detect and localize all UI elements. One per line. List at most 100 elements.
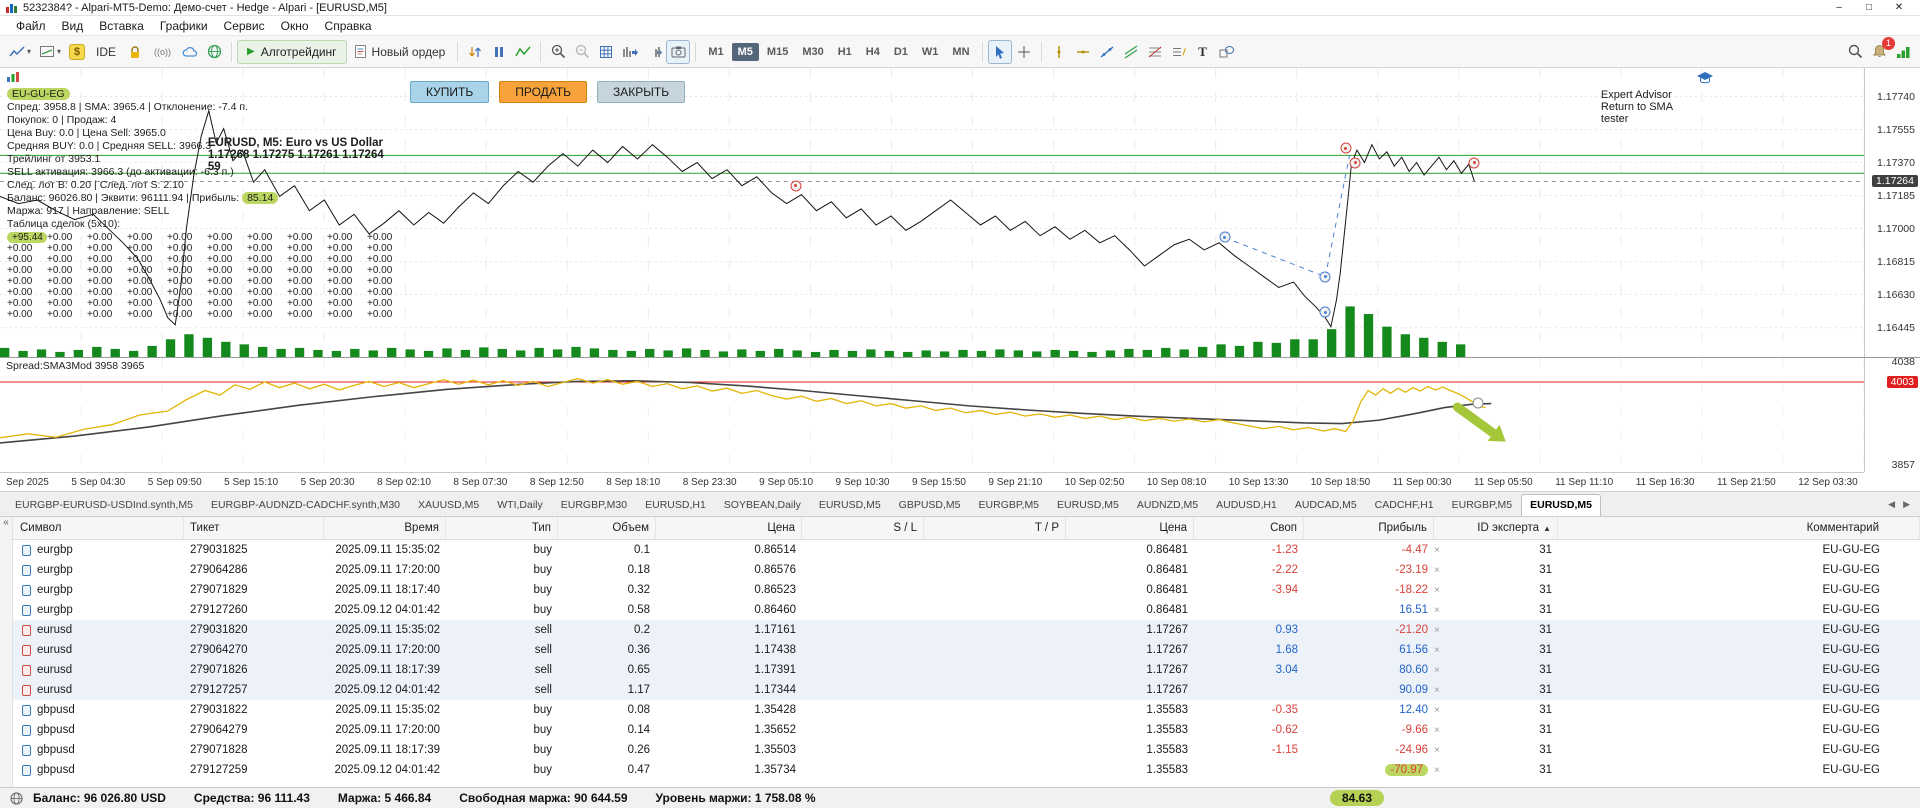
chart-tab-6[interactable]: SOYBEAN,Daily xyxy=(723,499,801,511)
column-header-14[interactable]: Комментарий xyxy=(1558,517,1920,539)
objects-list-tool[interactable] xyxy=(1167,40,1191,64)
close-position-icon[interactable]: × xyxy=(1434,544,1440,556)
column-header-7[interactable]: S / L xyxy=(802,517,924,539)
chart-tab-11[interactable]: AUDNZD,M5 xyxy=(1136,499,1199,511)
column-header-3[interactable]: Время xyxy=(324,517,446,539)
timeframe-h4[interactable]: H4 xyxy=(865,45,880,58)
buy-button[interactable]: КУПИТЬ xyxy=(410,81,490,103)
indicator-scale[interactable]: 4038 3857 4003 xyxy=(1864,356,1920,472)
close-position-icon[interactable]: × xyxy=(1434,584,1440,596)
trendline-tool[interactable] xyxy=(1095,40,1119,64)
tab-scroll-right-icon[interactable]: ▶ xyxy=(1903,499,1910,509)
chart-tab-10[interactable]: EURUSD,M5 xyxy=(1057,499,1119,511)
chart-shift-button[interactable] xyxy=(642,40,666,64)
price-scale[interactable]: 1.17740 1.17555 1.17370 1.17185 1.17000 1.168… xyxy=(1864,68,1920,357)
column-header-8[interactable]: T / P xyxy=(924,517,1066,539)
chart-tab-13[interactable]: AUDCAD,M5 xyxy=(1294,499,1357,511)
chart-tab-7[interactable]: EURUSD,M5 xyxy=(818,499,881,511)
close-position-icon[interactable]: × xyxy=(1434,724,1440,736)
close-position-icon[interactable]: × xyxy=(1434,644,1440,656)
menu-item-2[interactable]: Вставка xyxy=(99,18,144,33)
search-button[interactable] xyxy=(1843,40,1867,64)
chart-tab-9[interactable]: EURGBP,M5 xyxy=(978,499,1040,511)
chart-tab-3[interactable]: WTI,Daily xyxy=(497,499,543,511)
chart-tab-1[interactable]: EURGBP-AUDNZD-CADCHF.synth,M30 xyxy=(210,499,400,511)
table-row-6[interactable]: eurusd 279071826 2025.09.11 18:17:39 sell 0.… xyxy=(0,660,1920,680)
signal-button[interactable]: ((o)) xyxy=(147,40,178,64)
close-button-chart[interactable]: ЗАКРЫТЬ xyxy=(597,81,686,103)
horizontal-line-tool[interactable] xyxy=(1071,40,1095,64)
close-position-icon[interactable]: × xyxy=(1434,744,1440,756)
cursor-button[interactable] xyxy=(987,39,1012,64)
menu-item-5[interactable]: Окно xyxy=(280,18,309,33)
lock-button[interactable] xyxy=(123,40,147,64)
timeframe-h1[interactable]: H1 xyxy=(837,45,852,58)
column-header-9[interactable]: Цена xyxy=(1066,517,1194,539)
sort-button[interactable] xyxy=(463,40,487,64)
timeframe-m30[interactable]: M30 xyxy=(802,45,824,58)
column-header-5[interactable]: Объем xyxy=(558,517,656,539)
menu-item-0[interactable]: Файл xyxy=(16,18,46,33)
close-position-icon[interactable]: × xyxy=(1434,604,1440,616)
chart-tab-2[interactable]: XAUUSD,M5 xyxy=(418,499,480,511)
close-position-icon[interactable]: × xyxy=(1434,684,1440,696)
shapes-tool[interactable] xyxy=(1215,40,1239,64)
column-header-1[interactable]: Символ xyxy=(14,517,184,539)
pause-button[interactable] xyxy=(487,40,511,64)
chart-mode-button[interactable]: ▾ xyxy=(5,40,35,64)
table-row-3[interactable]: eurgbp 279127260 2025.09.12 04:01:42 buy 0.5… xyxy=(0,600,1920,620)
column-header-11[interactable]: Прибыль xyxy=(1304,517,1434,539)
table-row-11[interactable]: gbpusd 279127259 2025.09.12 04:01:42 buy 0.4… xyxy=(0,760,1920,780)
chart-tab-0[interactable]: EURGBP-EURUSD-USDInd.synth,M5 xyxy=(15,499,193,511)
main-plot[interactable]: EURUSD, M5: Euro vs US Dollar 1.17268 1.… xyxy=(0,68,1864,357)
table-row-2[interactable]: eurgbp 279071829 2025.09.11 18:17:40 buy 0.3… xyxy=(0,580,1920,600)
time-axis[interactable]: Sep 2025 5 Sep 04:30 5 Sep 09:50 5 Sep 15:1… xyxy=(0,472,1864,491)
menu-item-3[interactable]: Графики xyxy=(159,18,208,33)
menu-item-4[interactable]: Сервис xyxy=(223,18,265,33)
close-button[interactable]: ✕ xyxy=(1894,2,1904,13)
community-button[interactable] xyxy=(202,40,226,64)
chart-tab-8[interactable]: GBPUSD,M5 xyxy=(898,499,961,511)
screenshot-button[interactable] xyxy=(666,39,691,64)
table-row-5[interactable]: eurusd 279064270 2025.09.11 17:20:00 sell 0.… xyxy=(0,640,1920,660)
chart-tab-5[interactable]: EURUSD,H1 xyxy=(645,499,706,511)
tab-scroll-left-icon[interactable]: ◀ xyxy=(1888,499,1896,509)
zoom-in-button[interactable] xyxy=(546,40,570,64)
fibonacci-tool[interactable] xyxy=(1143,40,1167,64)
market-depth-button[interactable] xyxy=(1891,40,1915,64)
timeframe-m1[interactable]: M1 xyxy=(708,45,724,58)
column-header-4[interactable]: Тип xyxy=(446,517,558,539)
column-header-13[interactable]: ID эксперта ▲ xyxy=(1458,517,1558,539)
menu-item-6[interactable]: Справка xyxy=(324,18,372,33)
toolbox-collapse-strip[interactable]: « xyxy=(0,517,13,787)
chart-tab-15[interactable]: EURGBP,M5 xyxy=(1451,499,1513,511)
text-tool[interactable]: T xyxy=(1191,40,1215,64)
table-row-9[interactable]: gbpusd 279064279 2025.09.11 17:20:00 buy 0.1… xyxy=(0,720,1920,740)
table-row-8[interactable]: gbpusd 279031822 2025.09.11 15:35:02 buy 0.0… xyxy=(0,700,1920,720)
minimize-button[interactable]: – xyxy=(1836,2,1842,13)
crosshair-button[interactable] xyxy=(1012,40,1036,64)
table-row-0[interactable]: eurgbp 279031825 2025.09.11 15:35:02 buy 0.1… xyxy=(0,540,1920,560)
column-header-12[interactable] xyxy=(1434,517,1458,539)
auto-scroll-button[interactable] xyxy=(618,40,642,64)
timeframe-m5[interactable]: M5 xyxy=(731,42,759,61)
timeframe-w1[interactable]: W1 xyxy=(921,45,939,58)
close-position-icon[interactable]: × xyxy=(1434,764,1440,776)
table-row-7[interactable]: eurusd 279127257 2025.09.12 04:01:42 sell 1.… xyxy=(0,680,1920,700)
column-header-6[interactable]: Цена xyxy=(656,517,802,539)
chart-tab-4[interactable]: EURGBP,M30 xyxy=(560,499,628,511)
algo-trading-button[interactable]: ▶ Алготрейдинг xyxy=(237,39,347,64)
table-row-1[interactable]: eurgbp 279064286 2025.09.11 17:20:00 buy 0.1… xyxy=(0,560,1920,580)
sell-button[interactable]: ПРОДАТЬ xyxy=(499,81,588,103)
menu-item-1[interactable]: Вид xyxy=(61,18,84,33)
indicator-plot[interactable]: Spread:SMA3Mod 3958 3965 xyxy=(0,358,1864,472)
close-position-icon[interactable]: × xyxy=(1434,564,1440,576)
column-header-2[interactable]: Тикет xyxy=(184,517,324,539)
column-header-10[interactable]: Своп xyxy=(1194,517,1304,539)
close-position-icon[interactable]: × xyxy=(1434,704,1440,716)
cloud-button[interactable] xyxy=(178,40,202,64)
new-order-button[interactable]: Новый ордер xyxy=(347,40,453,64)
timeframe-d1[interactable]: D1 xyxy=(893,45,908,58)
close-position-icon[interactable]: × xyxy=(1434,624,1440,636)
chart-tab-14[interactable]: CADCHF,H1 xyxy=(1374,499,1434,511)
